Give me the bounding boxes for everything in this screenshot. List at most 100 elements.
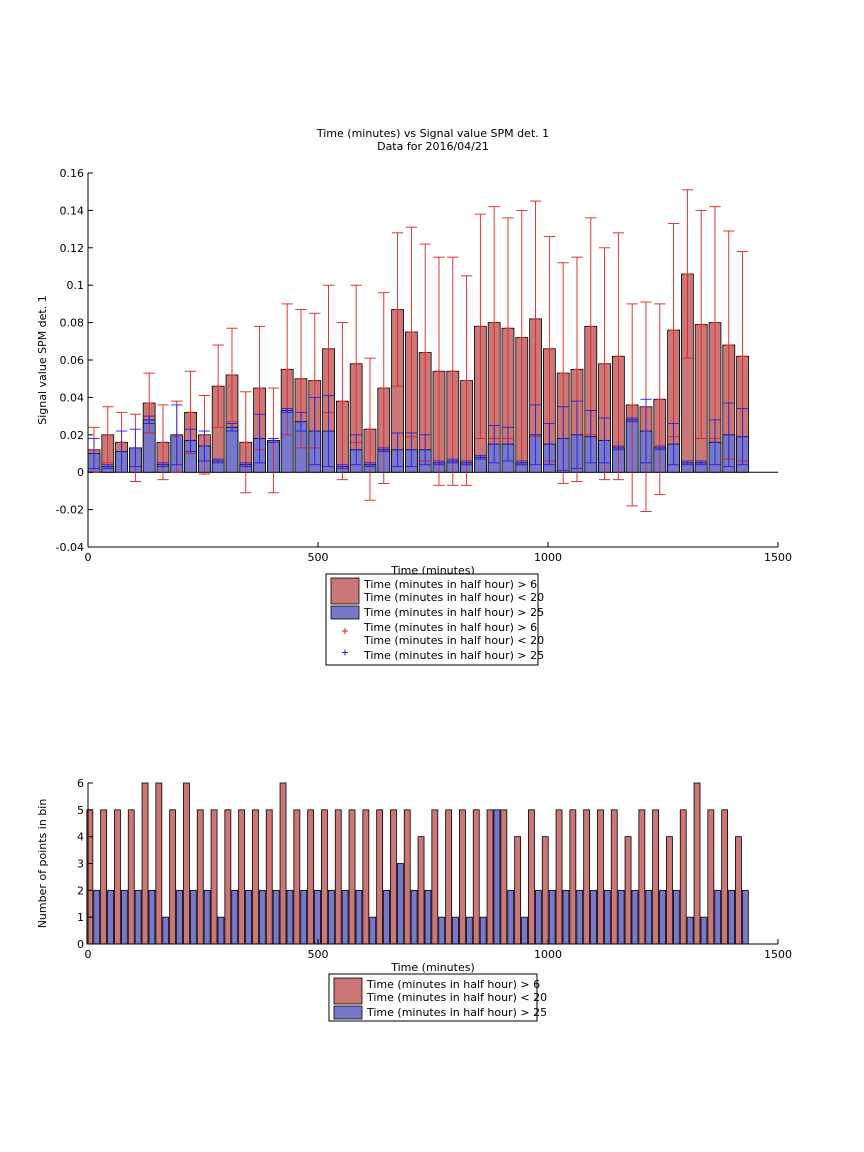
bar <box>265 809 273 945</box>
signal-value-chart: Time (minutes) vs Signal value SPM det. … <box>36 127 792 666</box>
y-tick-label: 0.04 <box>60 391 85 404</box>
bar <box>610 809 618 945</box>
bar <box>321 809 328 945</box>
bar <box>438 916 446 945</box>
bar <box>141 782 149 945</box>
x-tick-label: 0 <box>85 948 92 961</box>
bar <box>348 809 356 945</box>
bar <box>424 889 432 945</box>
chart-title: Data for 2016/04/21 <box>377 140 489 153</box>
y-tick-label: 0.12 <box>60 242 85 255</box>
bar <box>486 809 494 945</box>
bar <box>514 836 522 945</box>
bar <box>307 809 315 945</box>
bar <box>493 809 501 945</box>
bar <box>659 889 666 945</box>
bar <box>189 889 197 945</box>
bar <box>390 809 397 945</box>
bar <box>120 889 128 945</box>
bar <box>666 836 673 945</box>
x-tick-label: 500 <box>308 948 329 961</box>
bar <box>417 836 425 945</box>
bar <box>452 916 459 945</box>
bar <box>217 916 225 945</box>
legend-box <box>328 973 538 1022</box>
bar <box>700 916 708 945</box>
bar <box>707 809 715 945</box>
bar <box>590 889 597 945</box>
bar <box>279 782 287 945</box>
bar <box>569 809 577 945</box>
bar <box>231 889 239 945</box>
bar <box>376 809 384 945</box>
bar <box>245 889 252 945</box>
legend-box <box>325 573 539 666</box>
y-tick-label: 0.08 <box>60 317 85 330</box>
bar <box>652 809 660 945</box>
bar <box>162 916 170 945</box>
bar <box>541 836 549 945</box>
chart-title: Time (minutes) vs Signal value SPM det. … <box>316 127 549 140</box>
bar <box>100 809 108 945</box>
bar <box>431 809 439 945</box>
bar <box>225 426 239 473</box>
y-tick-label: 4 <box>77 831 84 844</box>
bar <box>548 889 556 945</box>
bar <box>631 889 639 945</box>
bar <box>583 809 591 945</box>
bar <box>369 916 377 945</box>
y-tick-label: 2 <box>77 884 84 897</box>
legend-label: Time (minutes in half hour) > 25 <box>366 1006 547 1019</box>
bar <box>183 782 190 945</box>
legend-swatch <box>333 1005 363 1020</box>
bar <box>459 809 466 945</box>
bar <box>638 809 646 945</box>
x-tick-label: 1500 <box>764 948 792 961</box>
bar <box>362 809 370 945</box>
bar <box>472 809 480 945</box>
bar <box>293 809 301 945</box>
x-tick-label: 1500 <box>764 551 792 564</box>
y-tick-label: -0.04 <box>56 541 84 554</box>
bar <box>728 889 735 945</box>
y-tick-label: 1 <box>77 911 84 924</box>
bar <box>693 782 701 945</box>
bar <box>562 889 570 945</box>
legend-label: Time (minutes in half hour) < 20 <box>363 634 544 647</box>
bar <box>134 889 142 945</box>
bar <box>735 836 742 945</box>
y-tick-label: 5 <box>77 804 84 817</box>
x-tick-label: 500 <box>308 551 329 564</box>
bar <box>127 809 135 945</box>
y-tick-label: 0.06 <box>60 354 85 367</box>
bar <box>252 809 259 945</box>
bar <box>576 889 584 945</box>
bar <box>224 809 232 945</box>
bar <box>597 809 604 945</box>
y-axis-label: Signal value SPM det. 1 <box>36 295 49 425</box>
bar <box>721 809 729 945</box>
bar <box>645 889 653 945</box>
y-tick-label: 3 <box>77 858 84 871</box>
bar <box>210 809 218 945</box>
x-axis-label: Time (minutes) <box>390 961 475 974</box>
bar <box>500 809 508 945</box>
y-tick-label: 0.16 <box>60 167 85 180</box>
y-tick-label: 0 <box>77 938 84 951</box>
x-tick-label: 1000 <box>534 551 562 564</box>
bar <box>403 809 411 945</box>
bar <box>465 916 473 945</box>
bar <box>672 889 680 945</box>
y-tick-label: 0 <box>77 466 84 479</box>
bar <box>714 889 722 945</box>
bar <box>534 889 542 945</box>
bar <box>169 809 177 945</box>
bar <box>679 809 687 945</box>
plot-area: 0 500 1000 1500 0 1 2 3 4 5 6 Time (minutes) Number … <box>36 777 792 974</box>
legend-swatch <box>333 977 363 1005</box>
y-tick-label: -0.02 <box>56 504 84 517</box>
bar <box>203 889 211 945</box>
bar <box>114 809 121 945</box>
bar <box>314 889 321 945</box>
